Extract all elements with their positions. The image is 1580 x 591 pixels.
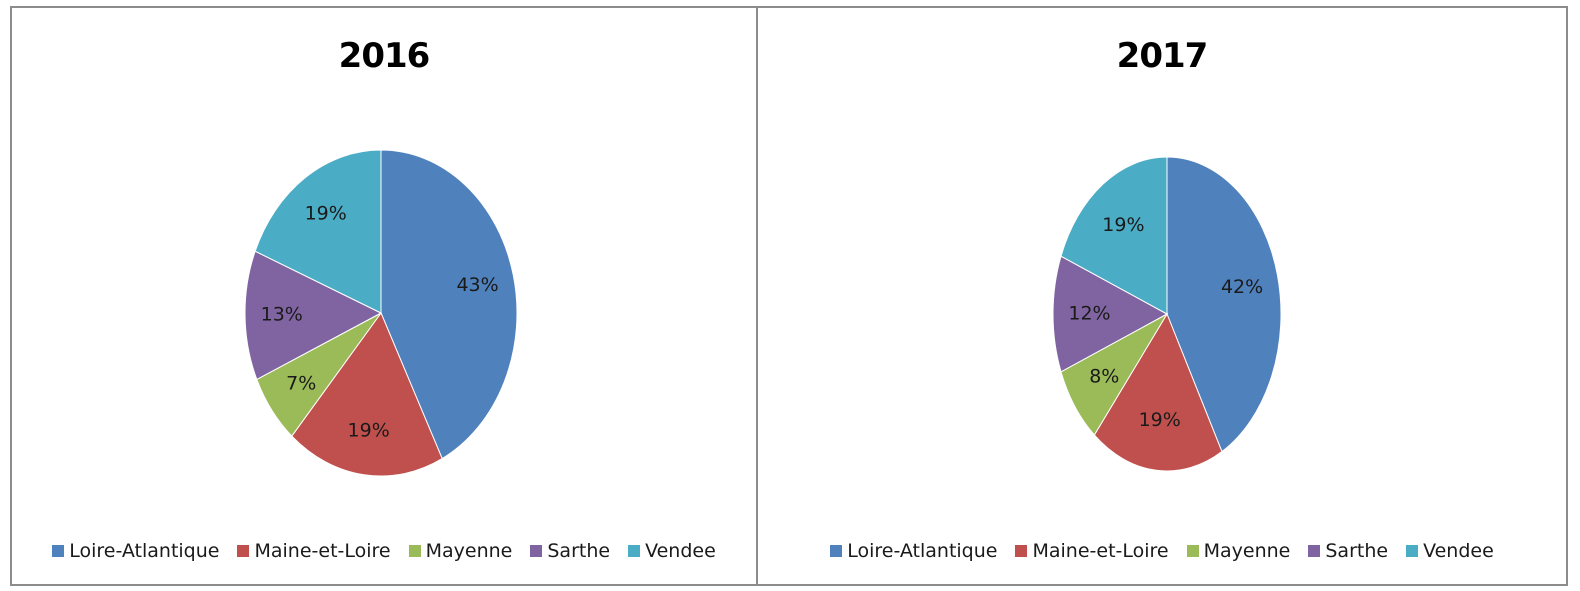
legend-label: Sarthe [547, 540, 611, 562]
pie-slice-loire-atlantique [1166, 156, 1282, 453]
legend-label: Maine-et-Loire [1032, 540, 1169, 562]
pie-chart-2016: 43% 19% 7% 13% 19% [244, 149, 518, 477]
chart-title: 2017 [1116, 36, 1209, 76]
legend-item-sarthe: Sarthe [1308, 540, 1388, 562]
legend-swatch [1308, 545, 1321, 557]
legend-swatch [52, 545, 65, 557]
legend-item-mayenne: Mayenne [1186, 540, 1291, 562]
legend-swatch [830, 545, 843, 557]
pie-slice-maine-et-loire [291, 311, 443, 477]
legend-item-vendee: Vendee [628, 540, 716, 562]
legend-label: Loire-Atlantique [847, 540, 998, 562]
legend-swatch [1186, 545, 1199, 557]
pie-slice-sarthe [244, 250, 383, 381]
legend-swatch [1015, 545, 1028, 557]
legend-2016: Loire-Atlantique Maine-et-Loire Mayenne Sar… [12, 540, 756, 562]
legend-swatch [530, 545, 543, 557]
chart-panel-2016: 2016 43% 19% 7% 13% 19% Loire-Atlantique Main… [10, 6, 758, 586]
legend-item-loire-atlantique: Loire-Atlantique [52, 540, 219, 562]
legend-swatch [237, 545, 250, 557]
chart-title: 2016 [338, 36, 431, 76]
legend-item-mayenne: Mayenne [408, 540, 513, 562]
legend-label: Mayenne [1203, 540, 1291, 562]
data-label-maine-et-loire: 19% [1139, 409, 1181, 431]
pie-slice-vendee [1060, 156, 1168, 315]
legend-swatch [628, 545, 641, 557]
legend-item-vendee: Vendee [1406, 540, 1494, 562]
legend-label: Vendee [645, 540, 716, 562]
legend-2017: Loire-Atlantique Maine-et-Loire Mayenne Sar… [758, 540, 1566, 562]
legend-swatch [1406, 545, 1419, 557]
legend-label: Mayenne [425, 540, 513, 562]
data-label-sarthe: 13% [261, 303, 303, 325]
legend-item-maine-et-loire: Maine-et-Loire [1015, 540, 1169, 562]
legend-item-maine-et-loire: Maine-et-Loire [237, 540, 391, 562]
legend-swatch [408, 545, 421, 557]
data-label-vendee: 19% [1102, 214, 1144, 236]
data-label-mayenne: 7% [286, 372, 316, 394]
legend-item-sarthe: Sarthe [530, 540, 610, 562]
legend-label: Maine-et-Loire [254, 540, 391, 562]
data-label-mayenne: 8% [1089, 365, 1119, 387]
legend-label: Sarthe [1325, 540, 1389, 562]
pie-slice-maine-et-loire [1093, 312, 1223, 472]
legend-label: Vendee [1423, 540, 1494, 562]
pie-slice-loire-atlantique [380, 149, 518, 460]
legend-label: Loire-Atlantique [69, 540, 220, 562]
chart-panel-2017: 2017 42% 19% 8% 12% 19% Loire-Atlantique Main… [756, 6, 1568, 586]
legend-item-loire-atlantique: Loire-Atlantique [830, 540, 997, 562]
data-label-vendee: 19% [305, 203, 347, 225]
data-label-loire-atlantique: 42% [1221, 276, 1263, 298]
pie-slice-vendee [254, 149, 382, 314]
data-label-loire-atlantique: 43% [456, 274, 498, 296]
data-label-maine-et-loire: 19% [348, 420, 390, 442]
pie-chart-2017: 42% 19% 8% 12% 19% [1052, 156, 1282, 472]
pie-slice-sarthe [1052, 255, 1169, 373]
data-label-sarthe: 12% [1068, 303, 1110, 325]
